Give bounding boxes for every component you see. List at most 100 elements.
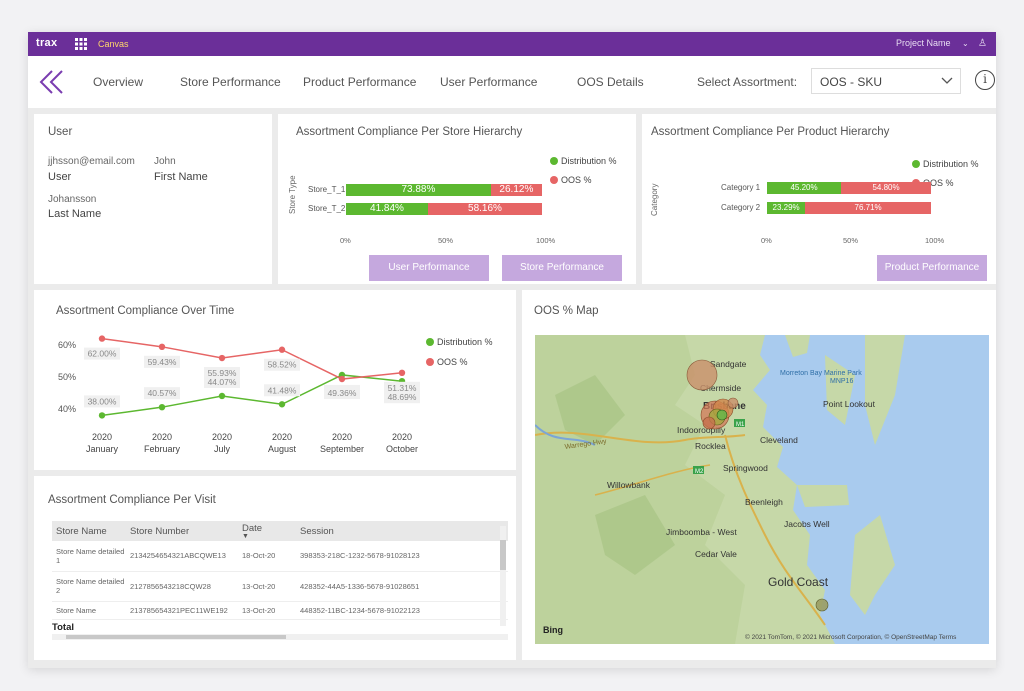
col-date[interactable]: Date ▼ bbox=[238, 521, 296, 541]
oos-bar[interactable]: 54.80% bbox=[841, 182, 931, 194]
distribution-point[interactable] bbox=[158, 403, 166, 411]
distribution-bar[interactable]: 41.84% bbox=[346, 203, 428, 215]
place-label: Indooroopilly bbox=[677, 425, 726, 435]
data-label: 62.00% bbox=[88, 349, 117, 359]
user-last-name: Johansson bbox=[48, 194, 97, 205]
oos-line bbox=[101, 337, 403, 380]
assortment-select[interactable]: OOS - SKU bbox=[811, 68, 961, 94]
map-attribution[interactable]: © 2021 TomTom, © 2021 Microsoft Corporat… bbox=[745, 633, 957, 641]
col-session[interactable]: Session bbox=[296, 521, 508, 541]
legend-distribution-label: Distribution % bbox=[561, 156, 617, 166]
oos-bubble[interactable] bbox=[727, 397, 739, 409]
data-label: 49.36% bbox=[328, 388, 357, 398]
distribution-point[interactable] bbox=[278, 401, 286, 408]
app-grid-icon[interactable] bbox=[75, 38, 87, 50]
data-label-bg bbox=[384, 381, 420, 394]
x-tick-month: September bbox=[320, 444, 364, 454]
distribution-point[interactable] bbox=[98, 412, 106, 419]
oos-point[interactable] bbox=[278, 346, 286, 353]
oos-bar[interactable]: 26.12% bbox=[490, 184, 542, 196]
x-tick-year: 2020 bbox=[152, 432, 172, 442]
data-label-bg bbox=[144, 387, 180, 400]
legend-oos: OOS % bbox=[550, 175, 592, 185]
oos-bubble[interactable] bbox=[686, 359, 718, 391]
user-performance-button[interactable]: User Performance bbox=[369, 255, 489, 281]
data-label: 44.07% bbox=[208, 377, 237, 387]
road-shield: M1 bbox=[736, 422, 745, 428]
distribution-bar[interactable]: 73.88% bbox=[346, 184, 491, 196]
place-label: Willowbank bbox=[607, 480, 651, 490]
nav-product-performance[interactable]: Product Performance bbox=[303, 75, 417, 89]
double-chevron-left-icon[interactable] bbox=[38, 68, 66, 96]
x-tick-month: July bbox=[214, 444, 231, 454]
oos-bubble[interactable] bbox=[702, 416, 716, 430]
col-store-name[interactable]: Store Name bbox=[52, 521, 126, 541]
oos-bar[interactable]: 58.16% bbox=[428, 203, 542, 215]
info-icon[interactable]: i bbox=[975, 70, 995, 90]
user-icon[interactable]: ♙ bbox=[978, 38, 987, 49]
oos-map[interactable]: Sandgate Chermside Morreton Bay Marine P… bbox=[535, 335, 989, 644]
distribution-point[interactable] bbox=[218, 392, 226, 400]
data-label-bg bbox=[264, 384, 300, 397]
assortment-select-value: OOS - SKU bbox=[820, 75, 883, 89]
nav-store-performance[interactable]: Store Performance bbox=[180, 75, 281, 89]
table-row[interactable]: Store Name detailed 1 2134254654321ABCQW… bbox=[52, 541, 508, 572]
vertical-scrollbar[interactable] bbox=[500, 526, 506, 626]
oos-bubble[interactable] bbox=[716, 409, 728, 421]
legend-distribution: Distribution % bbox=[426, 337, 493, 347]
oos-point[interactable] bbox=[98, 335, 106, 342]
data-label-bg bbox=[204, 367, 240, 380]
product-performance-button[interactable]: Product Performance bbox=[877, 255, 987, 281]
product-hierarchy-title: Assortment Compliance Per Product Hierar… bbox=[651, 126, 890, 138]
legend-dot-oos bbox=[550, 176, 558, 184]
scrollbar-thumb[interactable] bbox=[500, 540, 506, 570]
cell-store-number: 213785654321PEC11WE192 bbox=[126, 601, 238, 620]
x-tick-month: August bbox=[268, 444, 297, 454]
x-tick-month: February bbox=[144, 444, 181, 454]
app-name: Canvas bbox=[98, 39, 129, 49]
oos-bubbles bbox=[686, 359, 829, 612]
distribution-bar[interactable]: 45.20% bbox=[767, 182, 842, 194]
nav-oos-details[interactable]: OOS Details bbox=[577, 75, 644, 89]
oos-bar[interactable]: 76.71% bbox=[805, 202, 931, 214]
oos-bubble[interactable] bbox=[815, 598, 829, 612]
data-label: 38.00% bbox=[88, 396, 117, 406]
category-label: Category 2 bbox=[721, 203, 761, 212]
map-canvas[interactable]: Sandgate Chermside Morreton Bay Marine P… bbox=[535, 335, 989, 644]
nav-overview[interactable]: Overview bbox=[93, 75, 144, 89]
oos-point[interactable] bbox=[218, 354, 226, 362]
table-row[interactable]: Store Name 213785654321PEC11WE192 13-Oct… bbox=[52, 601, 508, 620]
chevron-down-icon[interactable]: ⌄ bbox=[962, 39, 969, 48]
project-name[interactable]: Project Name bbox=[896, 38, 951, 48]
nav-bar: Overview Store Performance Product Perfo… bbox=[28, 56, 996, 108]
axis-tick: 0% bbox=[340, 236, 351, 245]
table-header-row: Store Name Store Number Date ▼ Session bbox=[52, 521, 508, 541]
store-performance-button[interactable]: Store Performance bbox=[502, 255, 622, 281]
data-label-bg bbox=[144, 355, 180, 368]
col-store-number[interactable]: Store Number bbox=[126, 521, 238, 541]
scrollbar-thumb[interactable] bbox=[66, 635, 286, 639]
oos-point[interactable] bbox=[398, 369, 406, 377]
data-label-bg bbox=[384, 391, 420, 404]
distribution-bar[interactable]: 23.29% bbox=[767, 202, 806, 214]
store-hierarchy-card: Assortment Compliance Per Store Hierarch… bbox=[278, 114, 636, 284]
place-label: Jimboomba - West bbox=[666, 527, 737, 537]
nav-user-performance[interactable]: User Performance bbox=[440, 75, 538, 89]
trax-logo[interactable]: trax bbox=[36, 37, 58, 49]
oos-point[interactable] bbox=[158, 343, 166, 351]
sort-desc-icon: ▼ bbox=[242, 532, 249, 540]
legend-dot-distribution bbox=[912, 160, 920, 168]
data-label: 59.43% bbox=[148, 357, 177, 367]
legend-oos-label: OOS % bbox=[923, 178, 954, 188]
store-type-axis-label: Store Type bbox=[288, 175, 297, 214]
table-row[interactable]: Store Name detailed 2 2127856543218CQW28… bbox=[52, 571, 508, 602]
data-label: 51.31% bbox=[388, 383, 417, 393]
cell-store-name: Store Name bbox=[52, 601, 126, 620]
horizontal-scrollbar[interactable] bbox=[52, 634, 508, 640]
oos-point[interactable] bbox=[338, 375, 346, 383]
place-label: Cleveland bbox=[760, 435, 798, 445]
legend-dot-oos bbox=[426, 358, 434, 366]
user-first-name: John bbox=[154, 156, 176, 167]
x-tick-year: 2020 bbox=[392, 432, 412, 442]
compliance-over-time-card: Assortment Compliance Over Time 60% 50% 40… bbox=[34, 290, 516, 470]
